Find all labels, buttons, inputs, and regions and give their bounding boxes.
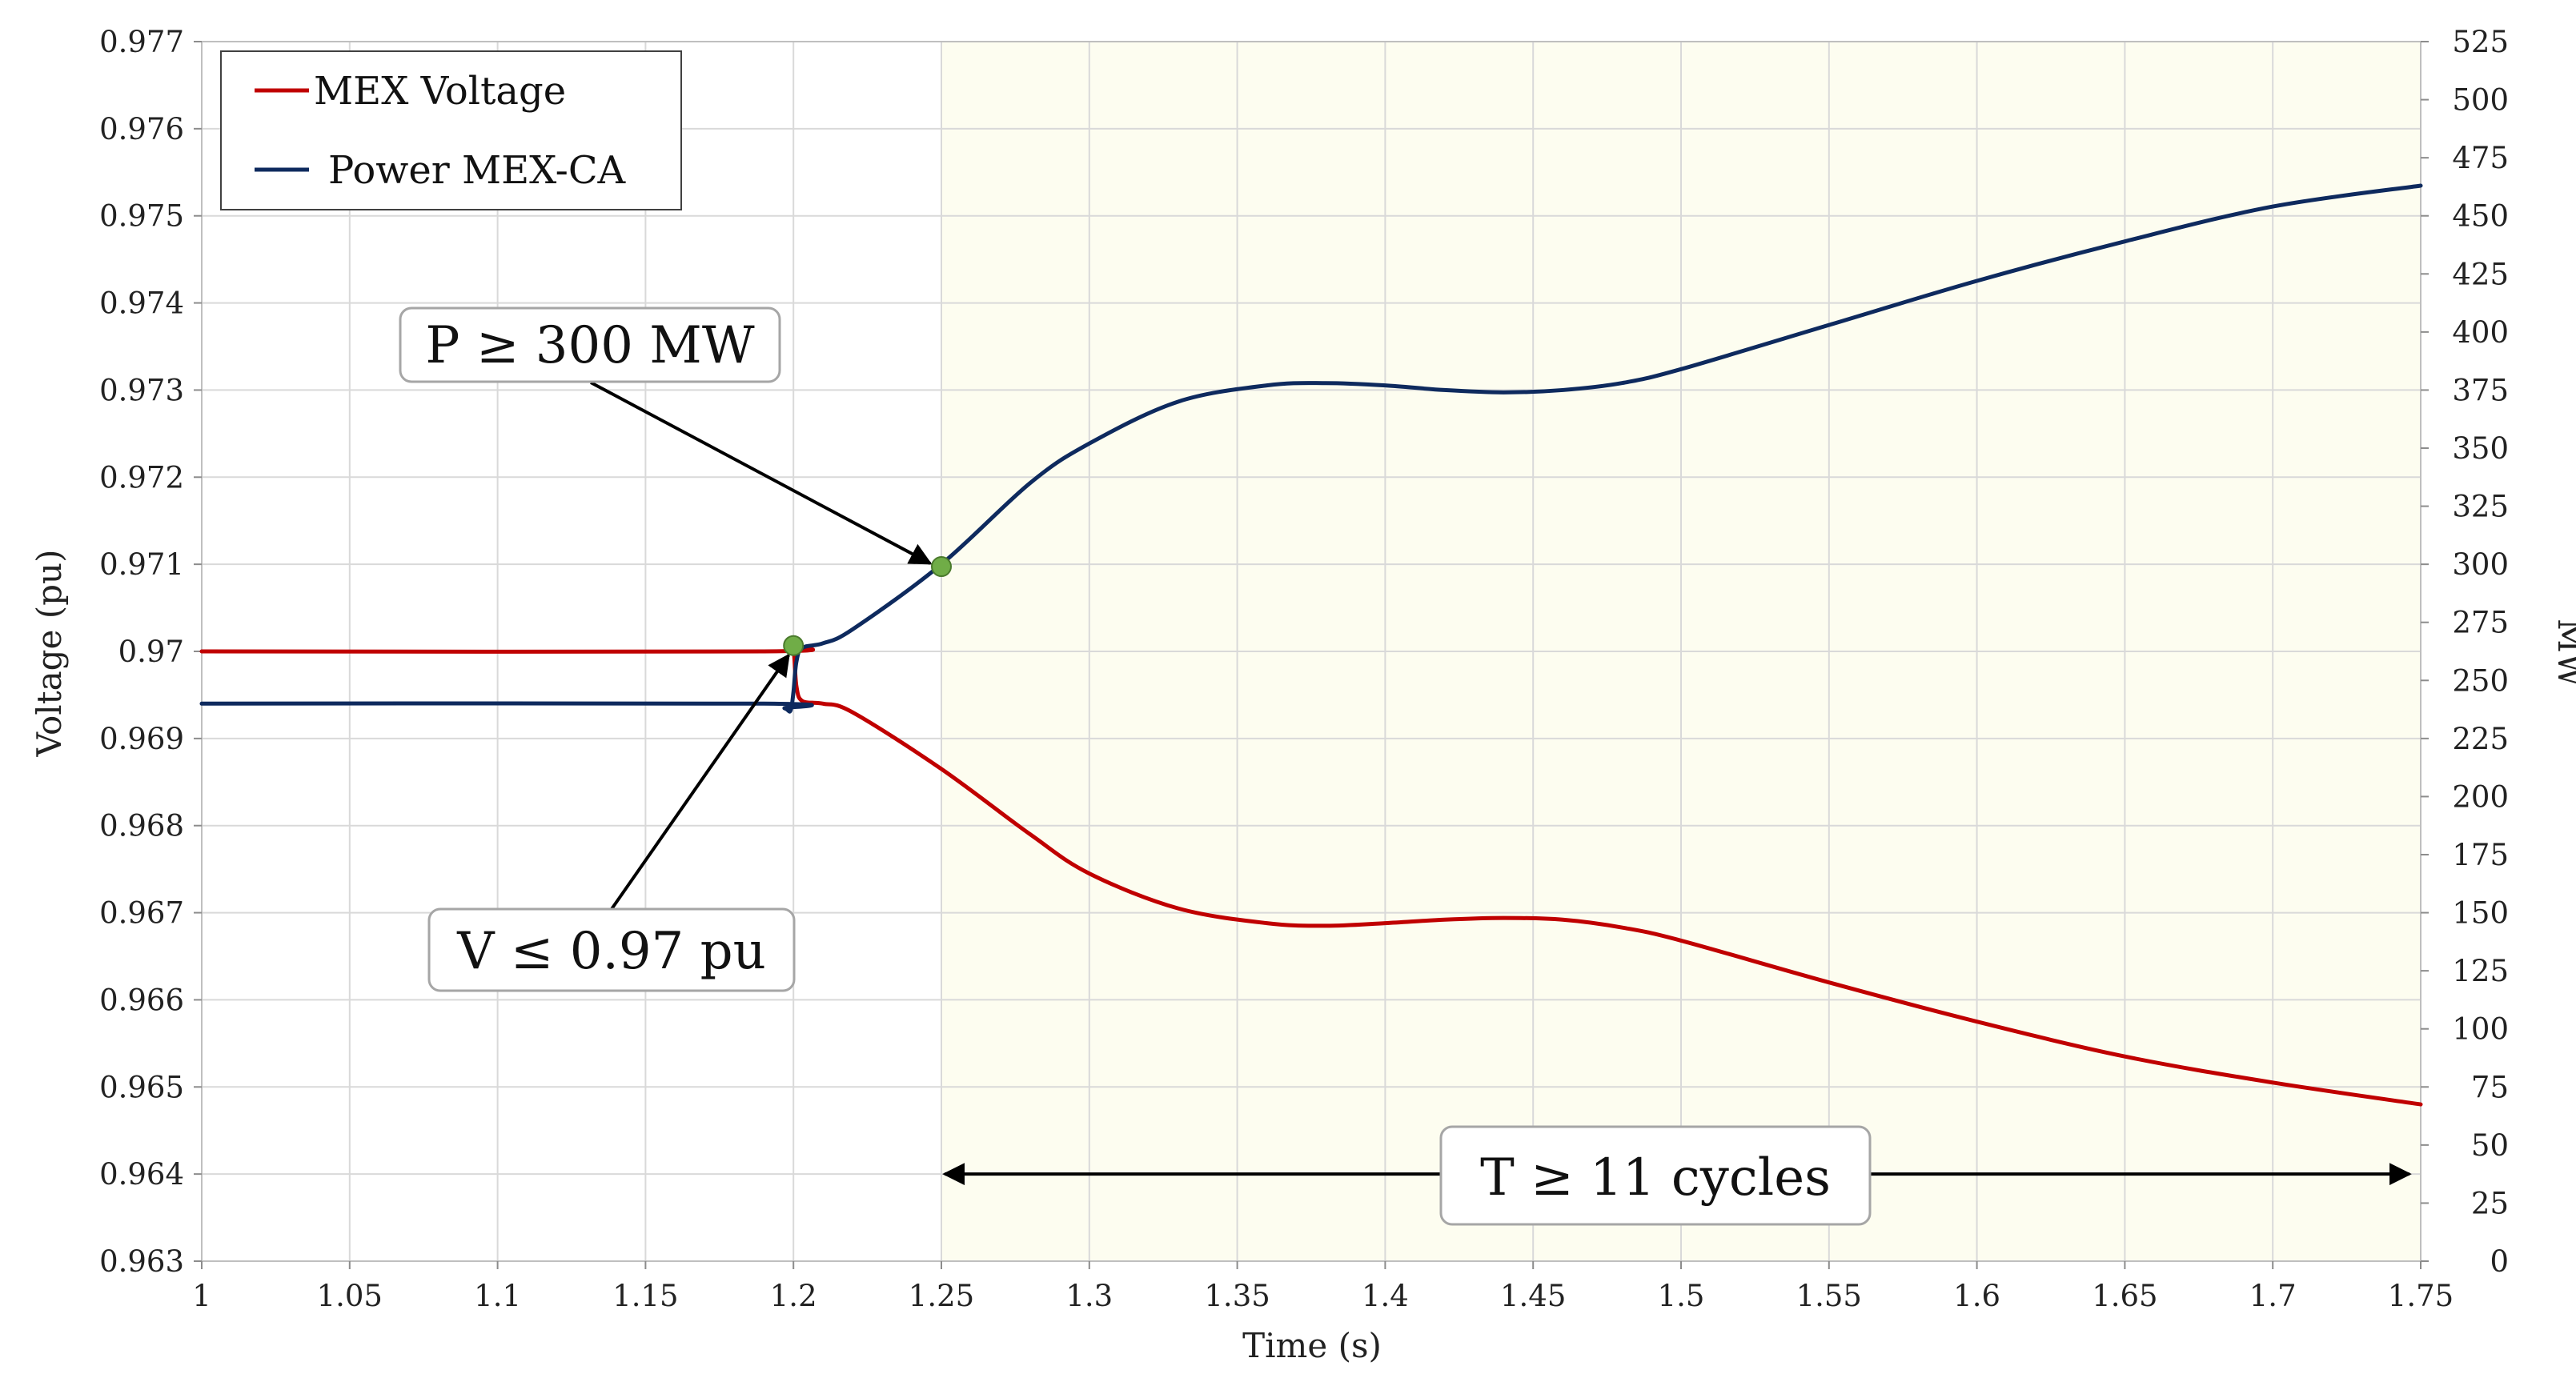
y-tick-label: 0.977 (99, 25, 184, 59)
y2-tick-label: 200 (2452, 779, 2509, 814)
y2-tick-label: 75 (2471, 1070, 2509, 1104)
x-tick-label: 1.3 (1065, 1279, 1113, 1313)
x-tick-label: 1.45 (1500, 1279, 1566, 1313)
axis-ticks: 1 1.05 1.1 1.15 1.2 1.25 1.3 1.35 1.4 1.45 1.5 1.55… (99, 25, 2509, 1313)
x-tick-label: 1 (192, 1279, 211, 1313)
x-tick-label: 1.75 (2388, 1279, 2454, 1313)
y-tick-label: 0.971 (99, 547, 184, 582)
power-callout-arrow (590, 381, 933, 565)
y-tick-label: 0.973 (99, 373, 184, 407)
legend: MEX Voltage Power MEX-CA (220, 50, 682, 210)
y-tick-label: 0.964 (99, 1157, 184, 1192)
power-callout-label: P ≥ 300 MW (425, 316, 754, 375)
x-tick-label: 1.6 (1953, 1279, 2000, 1313)
x-tick-label: 1.4 (1362, 1279, 1409, 1313)
y-tick-label: 0.976 (99, 112, 184, 146)
time-callout-box (1439, 1125, 1872, 1226)
y2-tick-label: 50 (2471, 1128, 2509, 1163)
legend-label-power-mex-ca: Power MEX-CA (328, 148, 627, 193)
y2-tick-label: 350 (2452, 431, 2509, 466)
x-tick-label: 1.5 (1658, 1279, 1705, 1313)
x-tick-label: 1.05 (317, 1279, 383, 1313)
y2-tick-label: 450 (2452, 199, 2509, 234)
y-axis-title: Voltage (pu) (30, 550, 69, 758)
x-tick-label: 1.65 (2092, 1279, 2157, 1313)
voltage-callout-arrow (610, 653, 790, 911)
x-tick-label: 1.35 (1204, 1279, 1270, 1313)
trigger-markers (783, 556, 952, 656)
marker-voltage-trigger (783, 635, 804, 656)
y2-tick-label: 250 (2452, 663, 2509, 698)
y-tick-label: 0.966 (99, 983, 184, 1017)
y2-tick-label: 475 (2452, 141, 2509, 175)
y2-tick-label: 400 (2452, 315, 2509, 350)
voltage-callout-box (427, 907, 796, 992)
y-tick-label: 0.967 (99, 896, 184, 931)
y2-axis-title: MW (2550, 619, 2576, 688)
y-tick-label: 0.963 (99, 1244, 184, 1279)
time-callout-label: T ≥ 11 cycles (1480, 1148, 1831, 1208)
x-tick-label: 1.15 (612, 1279, 678, 1313)
y2-tick-label: 425 (2452, 257, 2509, 291)
series-line-power-mex-ca (199, 183, 2423, 714)
voltage-callout-label: V ≤ 0.97 pu (456, 922, 766, 981)
x-tick-label: 1.1 (474, 1279, 521, 1313)
x-tick-label: 1.55 (1796, 1279, 1862, 1313)
y2-tick-label: 325 (2452, 490, 2509, 524)
marker-power-trigger (931, 556, 952, 578)
legend-box (220, 50, 682, 210)
y2-tick-label: 125 (2452, 954, 2509, 988)
x-tick-label: 1.25 (909, 1279, 974, 1313)
y2-tick-label: 275 (2452, 606, 2509, 640)
y2-tick-label: 525 (2452, 25, 2509, 59)
y-tick-label: 0.97 (118, 635, 184, 669)
power-callout-box (399, 306, 781, 383)
y2-tick-label: 175 (2452, 838, 2509, 872)
x-tick-label: 1.7 (2249, 1279, 2297, 1313)
y-tick-label: 0.975 (99, 199, 184, 234)
y2-tick-label: 25 (2471, 1186, 2509, 1220)
y-tick-label: 0.974 (99, 286, 184, 321)
y2-tick-label: 225 (2452, 722, 2509, 756)
y-tick-label: 0.969 (99, 722, 184, 756)
y2-tick-label: 150 (2452, 896, 2509, 931)
x-axis-title: Time (s) (1242, 1326, 1382, 1365)
y2-tick-label: 0 (2490, 1244, 2509, 1279)
y-tick-label: 0.965 (99, 1070, 184, 1104)
legend-label-mex-voltage: MEX Voltage (314, 69, 566, 114)
y2-tick-label: 300 (2452, 547, 2509, 582)
y2-tick-label: 100 (2452, 1012, 2509, 1047)
x-tick-label: 1.2 (770, 1279, 817, 1313)
y-tick-label: 0.968 (99, 809, 184, 843)
y2-tick-label: 375 (2452, 373, 2509, 407)
y-tick-label: 0.972 (99, 460, 184, 495)
y2-tick-label: 500 (2452, 83, 2509, 118)
